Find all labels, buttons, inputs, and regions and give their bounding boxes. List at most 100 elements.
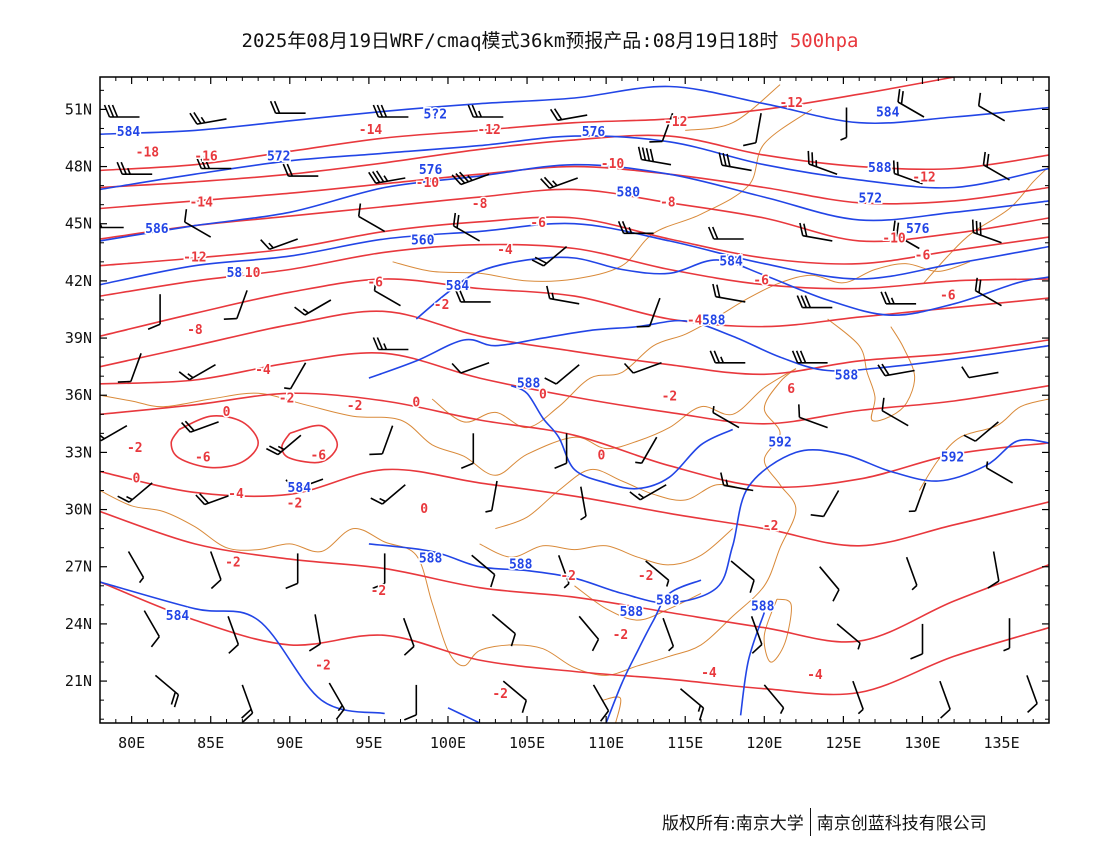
temperature-contour-label: -2 bbox=[279, 392, 295, 407]
wind-barb-staff bbox=[679, 688, 704, 709]
wind-barb bbox=[623, 362, 662, 374]
map-title: 2025年08月19日WRF/cmaq模式36km预报产品:08月19日18时 … bbox=[0, 26, 1100, 53]
height-contour-line bbox=[368, 319, 1049, 379]
temperature-contour-label: -4 bbox=[228, 487, 244, 502]
wind-barb-full-feather bbox=[228, 643, 239, 654]
temperature-contour-label: -12 bbox=[477, 123, 500, 138]
wind-barb-staff bbox=[715, 295, 746, 303]
wind-barb-staff bbox=[939, 680, 951, 710]
wind-barb-staff bbox=[974, 421, 999, 442]
wind-barb-half-feather bbox=[293, 482, 300, 489]
temperature-contour-line bbox=[100, 188, 1049, 243]
wind-barb-full-feather bbox=[791, 350, 799, 364]
wind-barb-full-feather bbox=[376, 104, 384, 118]
temperature-contour-label: -2 bbox=[492, 687, 508, 702]
wind-barb-staff bbox=[381, 425, 394, 455]
wind-barb bbox=[987, 551, 1000, 589]
wind-barb bbox=[451, 171, 490, 186]
height-contour-line bbox=[100, 85, 1049, 135]
wind-barb-staff bbox=[712, 411, 740, 429]
wind-barb-staff bbox=[236, 290, 248, 319]
wind-barb bbox=[544, 364, 580, 385]
wind-barb-full-feather bbox=[1027, 703, 1038, 713]
wind-barb-full-feather bbox=[804, 295, 812, 308]
wind-barb-full-feather bbox=[623, 362, 634, 374]
temperature-contour-label: -10 bbox=[601, 157, 625, 172]
wind-barb-half-feather bbox=[383, 343, 388, 350]
wind-barb bbox=[798, 404, 828, 429]
wind-barb-full-feather bbox=[335, 708, 345, 720]
wind-barb-full-feather bbox=[273, 100, 281, 114]
wind-barb-staff bbox=[294, 478, 324, 491]
temperature-contour-label: -6 bbox=[940, 289, 956, 304]
wind-barb-half-feather bbox=[478, 110, 483, 118]
wind-barb-staff bbox=[289, 362, 307, 390]
wind-barb-full-feather bbox=[743, 141, 757, 147]
wind-barb-staff bbox=[983, 164, 1010, 181]
temperature-contour-label: -6 bbox=[530, 216, 546, 231]
wind-barb-full-feather bbox=[978, 279, 982, 293]
wind-barb-full-feather bbox=[189, 112, 198, 125]
wind-barb-half-feather bbox=[665, 580, 670, 587]
temperature-contour-line bbox=[170, 415, 260, 469]
height-contour-line bbox=[415, 256, 1049, 320]
wind-barb-full-feather bbox=[285, 582, 299, 590]
x-tick-label: 120E bbox=[746, 734, 782, 752]
wind-barb-full-feather bbox=[540, 178, 551, 189]
wind-barb bbox=[370, 484, 406, 505]
wind-barb-staff bbox=[1026, 675, 1038, 704]
wind-barb-full-feather bbox=[456, 214, 460, 229]
wind-barb-full-feather bbox=[617, 220, 625, 234]
province-boundary-line bbox=[479, 528, 734, 566]
y-tick-label: 33N bbox=[65, 443, 92, 461]
province-boundary-line bbox=[918, 398, 1049, 491]
height-contour-label: 588 bbox=[509, 557, 533, 572]
wind-barb-staff bbox=[763, 684, 785, 709]
wind-barb-full-feather bbox=[120, 161, 127, 175]
wind-barb-full-feather bbox=[979, 222, 982, 236]
wind-barb-half-feather bbox=[815, 160, 818, 167]
x-tick-label: 85E bbox=[197, 734, 224, 752]
height-contour-label: 588 bbox=[656, 594, 680, 609]
wind-barb-staff bbox=[822, 490, 840, 517]
wind-barb-staff bbox=[543, 245, 568, 267]
wind-barb-full-feather bbox=[799, 350, 807, 364]
wind-barb-staff bbox=[143, 610, 160, 637]
wind-barb-full-feather bbox=[975, 220, 978, 234]
temperature-contour-label: 0 bbox=[597, 449, 605, 464]
temperature-contour-layer bbox=[100, 77, 1049, 696]
wind-barb bbox=[546, 285, 580, 305]
province-boundary-line bbox=[602, 696, 622, 723]
wind-barb-full-feather bbox=[892, 220, 896, 234]
wind-barb bbox=[372, 553, 386, 590]
wind-barb-full-feather bbox=[459, 171, 470, 183]
province-boundary-line bbox=[923, 166, 1049, 284]
temperature-contour-label: 0 bbox=[412, 395, 420, 410]
wind-barb-full-feather bbox=[269, 100, 277, 114]
wind-barb bbox=[282, 163, 319, 177]
wind-barb-staff bbox=[471, 554, 496, 576]
y-tick-label: 30N bbox=[65, 501, 92, 519]
wind-barb-staff bbox=[549, 297, 580, 305]
wind-barb-half-feather bbox=[552, 180, 558, 187]
wind-barb bbox=[127, 551, 145, 584]
wind-barb-full-feather bbox=[900, 91, 904, 105]
temperature-contour-label: -2 bbox=[560, 569, 576, 584]
wind-barb bbox=[195, 156, 232, 170]
wind-barb-full-feather bbox=[961, 366, 970, 379]
wind-barb-full-feather bbox=[510, 633, 517, 647]
wind-barb-staff bbox=[190, 421, 219, 433]
height-contour-label: 588 bbox=[868, 161, 892, 176]
temperature-contour-line bbox=[100, 165, 1049, 210]
wind-barb-full-feather bbox=[971, 219, 975, 233]
temperature-contour-label: -10 bbox=[882, 232, 906, 247]
temperature-contour-label: -8 bbox=[472, 197, 488, 212]
wind-barb-full-feather bbox=[531, 259, 544, 267]
wind-barb bbox=[372, 337, 409, 351]
wind-barb-staff bbox=[128, 482, 153, 503]
wind-barb bbox=[880, 291, 917, 305]
wind-barb-full-feather bbox=[553, 108, 563, 121]
wind-barb-full-feather bbox=[199, 156, 207, 169]
wind-barb-staff bbox=[641, 436, 658, 464]
wind-barb-full-feather bbox=[798, 404, 801, 418]
